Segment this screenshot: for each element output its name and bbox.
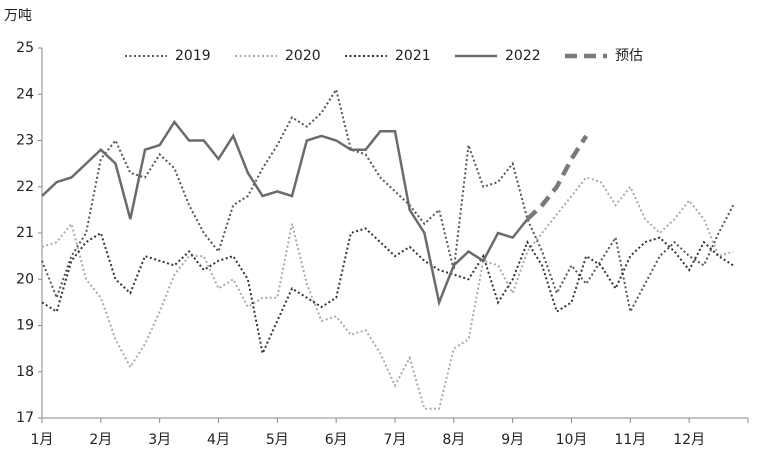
legend-label: 2019 bbox=[175, 48, 211, 64]
x-tick-label: 4月 bbox=[207, 432, 230, 448]
y-tick-label: 23 bbox=[16, 133, 34, 149]
series-line bbox=[41, 119, 529, 307]
legend-label: 预估 bbox=[615, 48, 643, 64]
series-line bbox=[41, 176, 734, 410]
legend-label: 2021 bbox=[395, 48, 431, 64]
y-tick-label: 19 bbox=[16, 318, 34, 334]
x-tick-label: 3月 bbox=[148, 432, 171, 448]
y-tick-label: 18 bbox=[16, 364, 34, 380]
y-axis-label: 万吨 bbox=[4, 8, 32, 24]
x-tick-label: 1月 bbox=[31, 432, 54, 448]
legend-label: 2022 bbox=[505, 48, 541, 64]
x-tick-label: 9月 bbox=[501, 432, 524, 448]
x-tick-label: 10月 bbox=[556, 432, 588, 448]
x-tick-label: 5月 bbox=[266, 432, 289, 448]
y-tick-label: 17 bbox=[16, 410, 34, 426]
x-tick-label: 12月 bbox=[673, 432, 705, 448]
y-tick-label: 24 bbox=[16, 86, 34, 102]
legend-label: 2020 bbox=[285, 48, 321, 64]
x-tick-label: 8月 bbox=[442, 432, 465, 448]
x-tick-label: 11月 bbox=[614, 432, 646, 448]
series-line bbox=[41, 87, 735, 315]
x-tick-label: 6月 bbox=[325, 432, 348, 448]
y-tick-label: 25 bbox=[16, 40, 34, 56]
x-tick-label: 2月 bbox=[89, 432, 112, 448]
y-tick-label: 22 bbox=[16, 179, 34, 195]
series-line bbox=[525, 134, 589, 221]
y-tick-label: 21 bbox=[16, 225, 34, 241]
x-tick-label: 7月 bbox=[384, 432, 407, 448]
y-tick-label: 20 bbox=[16, 271, 34, 287]
series-line bbox=[41, 227, 734, 357]
